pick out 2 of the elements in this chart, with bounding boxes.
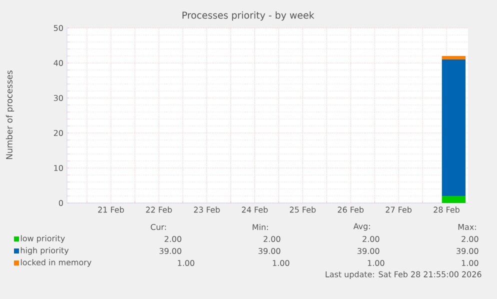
chart-title: Processes priority - by week: [182, 11, 314, 21]
y-axis-title: Number of processes: [6, 70, 14, 160]
